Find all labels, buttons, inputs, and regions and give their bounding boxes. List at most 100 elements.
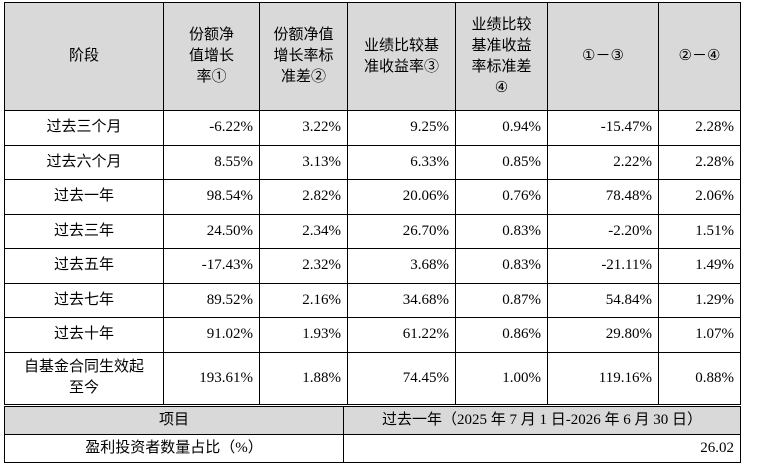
period-line: 过去五年 <box>53 257 114 274</box>
value-cell: 2.06% <box>658 179 741 215</box>
period-line: 过去六个月 <box>46 153 122 170</box>
value-cell: 0.83% <box>455 248 548 284</box>
header-cell: 阶段 <box>4 2 164 111</box>
header-line: ④ <box>494 79 509 96</box>
header-line: 份额净 <box>188 27 234 43</box>
summary-cell: 26.02 <box>343 434 741 463</box>
data-row: 自基金合同生效起 至今 193.61% 1.88% 74.45% 1.00% 119.16%… <box>4 351 741 405</box>
value-cell: 1.49% <box>658 248 741 284</box>
period-line: 过去十年 <box>53 326 114 343</box>
summary-header-cell: 项目 <box>4 406 344 435</box>
value-cell: 0.76% <box>455 179 548 215</box>
value-cell: -15.47% <box>547 110 659 146</box>
header-row: 阶段 份额净 值增长 率① 份额净值 增长率标 准差② 业绩比较基 准收益率③ 业绩比较 基准收益率… <box>4 2 741 111</box>
value-cell: 0.83% <box>455 213 548 249</box>
value-cell: 119.16% <box>547 351 659 405</box>
value-cell: 24.50% <box>163 213 260 249</box>
value-cell: 0.94% <box>455 110 548 146</box>
period-line: 过去三个月 <box>46 119 122 136</box>
value-cell: 1.00% <box>455 351 548 405</box>
header-line: 份额净值 <box>273 27 334 43</box>
header-line: 率标准差 <box>471 58 532 75</box>
value-cell: 2.82% <box>259 179 348 215</box>
value-cell: 2.32% <box>259 248 348 284</box>
value-cell: -6.22% <box>163 110 260 146</box>
value-cell: 26.70% <box>347 213 456 249</box>
period-line: 过去七年 <box>53 291 114 308</box>
header-line: ②－④ <box>678 48 721 64</box>
period-line: 过去三年 <box>53 222 114 239</box>
value-cell: 61.22% <box>347 317 456 353</box>
data-row: 过去五年 -17.43% 2.32% 3.68% 0.83% -21.11% 1.49% <box>4 248 741 284</box>
period-line: 过去一年 <box>53 188 114 205</box>
value-cell: 2.22% <box>547 144 659 180</box>
value-cell: 20.06% <box>347 179 456 215</box>
data-row: 过去三个月 -6.22% 3.22% 9.25% 0.94% -15.47% 2.28% <box>4 110 741 146</box>
performance-table: 阶段 份额净 值增长 率① 份额净值 增长率标 准差② 业绩比较基 准收益率③ 业绩比较 基准收益率… <box>4 2 741 405</box>
period-line: 自基金合同生效起 <box>23 359 144 375</box>
value-cell: 29.80% <box>547 317 659 353</box>
data-row: 过去十年 91.02% 1.93% 61.22% 0.86% 29.80% 1.07% <box>4 317 741 353</box>
value-cell: 0.88% <box>658 351 741 405</box>
value-cell: 2.28% <box>658 110 741 146</box>
value-cell: 2.28% <box>658 144 741 180</box>
value-cell: 2.34% <box>259 213 348 249</box>
value-cell: 0.87% <box>455 282 548 318</box>
period-cell: 过去三个月 <box>4 110 164 146</box>
header-line: 阶段 <box>68 48 99 64</box>
value-cell: 193.61% <box>163 351 260 405</box>
value-cell: 1.51% <box>658 213 741 249</box>
value-cell: 9.25% <box>347 110 456 146</box>
header-line: 增长率标 <box>273 48 334 64</box>
value-cell: 89.52% <box>163 282 260 318</box>
data-row: 过去六个月 8.55% 3.13% 6.33% 0.85% 2.22% 2.28% <box>4 144 741 180</box>
period-cell: 过去三年 <box>4 213 164 249</box>
value-cell: 6.33% <box>347 144 456 180</box>
value-cell: 1.07% <box>658 317 741 353</box>
header-line: 值增长 <box>188 48 234 64</box>
summary-cell: 盈利投资者数量占比（%） <box>4 434 344 463</box>
period-cell: 过去一年 <box>4 179 164 215</box>
value-cell: 0.85% <box>455 144 548 180</box>
summary-row: 盈利投资者数量占比（%） 26.02 <box>4 434 741 463</box>
period-cell: 过去六个月 <box>4 144 164 180</box>
period-line: 至今 <box>68 380 99 396</box>
header-cell: 份额净值 增长率标 准差② <box>259 2 348 111</box>
header-cell: 业绩比较基准收益率③ <box>347 2 456 111</box>
value-cell: 2.16% <box>259 282 348 318</box>
summary-header: 项目 过去一年（2025 年 7 月 1 日-2026 年 6 月 30 日） <box>4 406 741 435</box>
value-cell: 98.54% <box>163 179 260 215</box>
value-cell: -21.11% <box>547 248 659 284</box>
period-cell: 过去五年 <box>4 248 164 284</box>
data-row: 过去七年 89.52% 2.16% 34.68% 0.87% 54.84% 1.29% <box>4 282 741 318</box>
value-cell: 3.22% <box>259 110 348 146</box>
value-cell: 78.48% <box>547 179 659 215</box>
header-cell: 份额净值增长率① <box>163 2 260 111</box>
header-cell: ①－③ <box>547 2 659 111</box>
header-line: 业绩比较基 <box>363 37 439 54</box>
header-cell: ②－④ <box>658 2 741 111</box>
value-cell: 1.93% <box>259 317 348 353</box>
period-cell: 自基金合同生效起 至今 <box>4 351 164 405</box>
data-row: 过去三年 24.50% 2.34% 26.70% 0.83% -2.20% 1.51% <box>4 213 741 249</box>
value-cell: 0.86% <box>455 317 548 353</box>
header-line: 率① <box>196 69 227 85</box>
header-line: ①－③ <box>582 48 624 64</box>
value-cell: 34.68% <box>347 282 456 318</box>
header-line: 基准收益 <box>471 37 532 54</box>
header-cell: 业绩比较基准收益率标准差 ④ <box>455 2 548 111</box>
header-line: 业绩比较 <box>471 16 532 33</box>
period-cell: 过去七年 <box>4 282 164 318</box>
value-cell: 1.29% <box>658 282 741 318</box>
summary-table: 项目 过去一年（2025 年 7 月 1 日-2026 年 6 月 30 日） 盈利… <box>4 406 741 463</box>
value-cell: -17.43% <box>163 248 260 284</box>
value-cell: 8.55% <box>163 144 260 180</box>
value-cell: 3.68% <box>347 248 456 284</box>
summary-header-cell: 过去一年（2025 年 7 月 1 日-2026 年 6 月 30 日） <box>343 406 741 435</box>
value-cell: 74.45% <box>347 351 456 405</box>
value-cell: 1.88% <box>259 351 348 405</box>
value-cell: 3.13% <box>259 144 348 180</box>
header-line: 准收益率③ <box>363 58 439 75</box>
data-row: 过去一年 98.54% 2.82% 20.06% 0.76% 78.48% 2.06% <box>4 179 741 215</box>
